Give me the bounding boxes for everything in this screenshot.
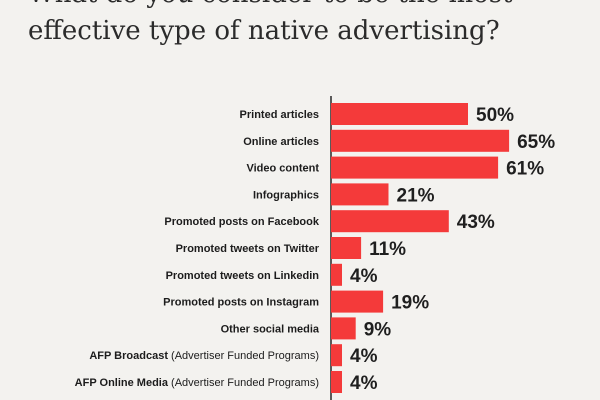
category-label-10: AFP Online Media (Advertiser Funded Prog… bbox=[75, 377, 319, 389]
bar-0 bbox=[331, 103, 468, 125]
bar-9 bbox=[331, 344, 342, 367]
bar-6 bbox=[331, 263, 342, 286]
category-label-8: Other social media bbox=[221, 323, 320, 335]
value-label-4: 43% bbox=[457, 212, 495, 233]
bar-2 bbox=[331, 156, 499, 179]
bar-7 bbox=[331, 290, 384, 313]
value-label-1: 65% bbox=[517, 132, 555, 153]
bar-3 bbox=[331, 183, 389, 206]
value-label-10: 4% bbox=[350, 373, 378, 394]
bar-4 bbox=[331, 210, 449, 233]
category-label-6: Promoted tweets on Linkedin bbox=[166, 270, 320, 282]
chart-title: What do you consider to be the most effe… bbox=[28, 0, 513, 46]
bar-8 bbox=[331, 317, 356, 340]
value-label-8: 9% bbox=[364, 319, 392, 340]
category-label-0: Printed articles bbox=[240, 109, 319, 121]
value-label-6: 4% bbox=[350, 266, 378, 287]
value-label-0: 50% bbox=[476, 105, 514, 126]
value-label-5: 11% bbox=[369, 239, 406, 260]
category-label-5: Promoted tweets on Twitter bbox=[176, 243, 320, 255]
value-label-2: 61% bbox=[506, 159, 544, 180]
value-label-9: 4% bbox=[350, 346, 378, 367]
category-label-7: Promoted posts on Instagram bbox=[163, 297, 319, 309]
bar-1 bbox=[331, 129, 510, 152]
category-label-2: Video content bbox=[246, 163, 319, 175]
category-label-1: Online articles bbox=[243, 136, 319, 148]
value-label-3: 21% bbox=[397, 185, 435, 206]
category-label-9: AFP Broadcast (Advertiser Funded Program… bbox=[89, 350, 319, 362]
category-label-4: Promoted posts on Facebook bbox=[164, 216, 320, 228]
value-label-7: 19% bbox=[391, 293, 429, 314]
bar-10 bbox=[331, 371, 342, 393]
category-label-3: Infographics bbox=[253, 189, 319, 201]
bar-5 bbox=[331, 237, 362, 259]
chart-marks: Printed articles 50% Online articles 65% Vid… bbox=[75, 103, 555, 394]
